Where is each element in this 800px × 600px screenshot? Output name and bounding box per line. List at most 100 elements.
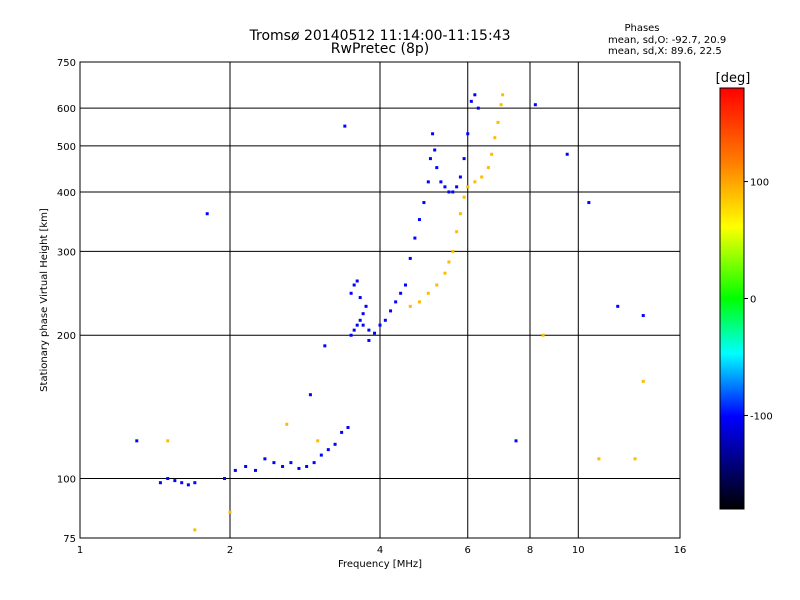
echo-point xyxy=(223,477,227,481)
echo-point xyxy=(493,136,497,140)
x-tick-label: 4 xyxy=(377,545,383,556)
echo-point xyxy=(340,430,344,434)
chart-subtitle: RwPretec (8p) xyxy=(331,41,429,57)
y-tick-label: 200 xyxy=(57,331,76,342)
echo-point xyxy=(443,271,447,275)
colorbar-gradient xyxy=(719,87,745,510)
echo-point xyxy=(158,481,162,485)
echo-point xyxy=(312,461,316,465)
colorbar-ticks: 100 0 -100 xyxy=(744,178,773,422)
y-axis-label: Stationary phase Virtual Height [km] xyxy=(39,208,50,392)
echo-point xyxy=(408,304,412,308)
echo-point xyxy=(352,283,356,287)
echo-point xyxy=(462,195,466,199)
x-tick-label: 10 xyxy=(572,545,585,556)
echo-point xyxy=(533,103,537,107)
colorbar-tick-label: 100 xyxy=(750,178,769,189)
y-tick-label: 600 xyxy=(57,104,76,115)
echo-point xyxy=(173,479,177,483)
echo-point xyxy=(378,323,382,327)
echo-point xyxy=(316,439,320,443)
echo-point xyxy=(597,457,601,461)
x-axis: 1 2 4 6 8 10 16 xyxy=(77,545,687,556)
echo-point xyxy=(422,201,426,205)
echo-point xyxy=(135,439,139,443)
echo-point xyxy=(166,439,170,443)
y-tick-label: 300 xyxy=(57,247,76,258)
echo-point xyxy=(289,461,293,465)
echo-point xyxy=(633,457,637,461)
echo-point xyxy=(496,120,500,124)
x-tick-label: 16 xyxy=(674,545,687,556)
echo-point xyxy=(587,201,591,205)
echo-point xyxy=(355,323,359,327)
chart-title: Tromsø 20140512 11:14:00-11:15:43 xyxy=(249,28,511,44)
echo-point xyxy=(297,466,301,470)
echo-point xyxy=(358,318,362,322)
echo-point xyxy=(501,93,505,97)
echo-point xyxy=(349,333,353,337)
echo-point xyxy=(166,477,170,481)
echo-point xyxy=(319,453,323,457)
echo-point xyxy=(616,304,620,308)
echo-point xyxy=(253,468,257,472)
y-tick-label: 500 xyxy=(57,142,76,153)
echo-point xyxy=(426,291,430,295)
x-tick-label: 1 xyxy=(77,545,83,556)
echo-point xyxy=(305,464,309,468)
echo-point xyxy=(186,483,190,487)
y-tick-label: 400 xyxy=(57,188,76,199)
x-tick-label: 8 xyxy=(527,545,533,556)
echo-point xyxy=(486,166,490,170)
echo-point xyxy=(272,461,276,465)
echo-point xyxy=(466,132,470,136)
y-axis: 75 100 200 300 400 500 600 750 xyxy=(57,58,76,545)
echo-point xyxy=(413,236,417,240)
stats-heading: Phases xyxy=(624,23,659,34)
echo-points xyxy=(135,93,645,532)
echo-point xyxy=(476,106,480,110)
x-tick-label: 6 xyxy=(465,545,471,556)
echo-point xyxy=(367,328,371,332)
echo-point xyxy=(285,422,289,426)
echo-point xyxy=(343,124,347,128)
echo-point xyxy=(435,166,439,170)
echo-point xyxy=(326,448,330,452)
x-axis-label: Frequency [MHz] xyxy=(338,559,422,570)
echo-point xyxy=(361,323,365,327)
echo-point xyxy=(439,180,443,184)
echo-point xyxy=(373,331,377,335)
echo-point xyxy=(180,481,184,485)
echo-point xyxy=(394,300,398,304)
echo-point xyxy=(323,344,327,348)
echo-point xyxy=(473,93,477,97)
echo-point xyxy=(205,212,209,216)
echo-point xyxy=(447,190,451,194)
echo-point xyxy=(349,291,353,295)
echo-point xyxy=(462,157,466,161)
echo-point xyxy=(641,379,645,383)
stats-x-mode: mean, sd,X: 89.6, 22.5 xyxy=(608,46,722,57)
y-tick-label: 750 xyxy=(57,58,76,69)
echo-point xyxy=(480,175,484,179)
stats-o-mode: mean, sd,O: -92.7, 20.9 xyxy=(608,35,726,46)
echo-point xyxy=(458,175,462,179)
echo-point xyxy=(193,528,197,532)
echo-point xyxy=(281,464,285,468)
echo-point xyxy=(417,218,421,222)
colorbar-tick-label: -100 xyxy=(750,411,773,422)
echo-point xyxy=(499,103,503,107)
echo-point xyxy=(358,296,362,300)
echo-point xyxy=(443,185,447,189)
echo-point xyxy=(455,230,459,234)
echo-point xyxy=(403,283,407,287)
echo-point xyxy=(451,249,455,253)
echo-point xyxy=(346,425,350,429)
y-tick-label: 75 xyxy=(63,534,76,545)
echo-point xyxy=(431,132,435,136)
echo-point xyxy=(458,212,462,216)
echo-point xyxy=(455,185,459,189)
x-tick-label: 2 xyxy=(227,545,233,556)
echo-point xyxy=(263,457,267,461)
